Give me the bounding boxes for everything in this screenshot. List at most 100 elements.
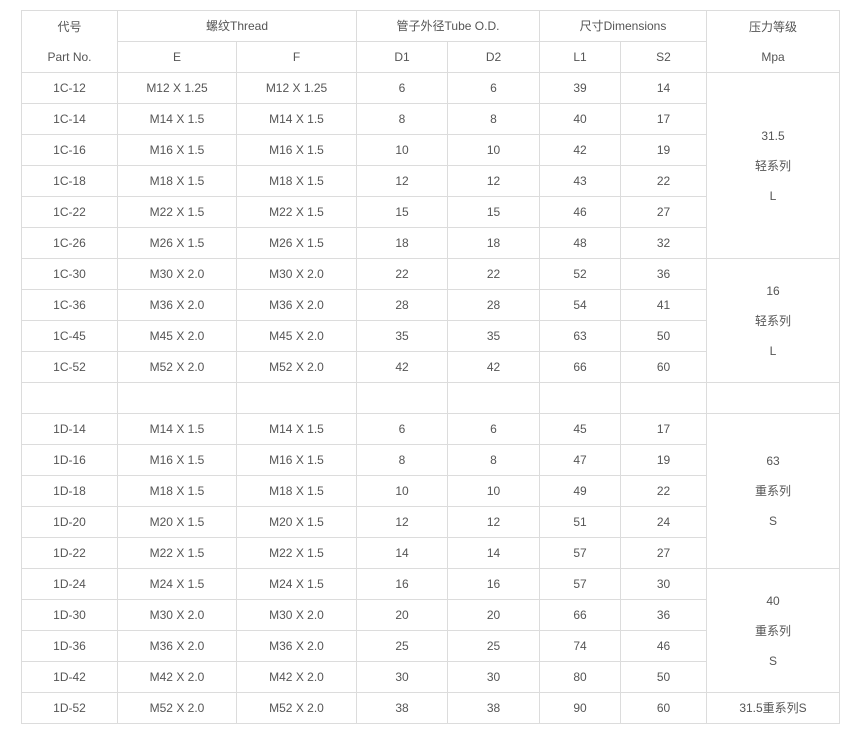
table-cell: 30 bbox=[620, 568, 707, 600]
table-cell: 18 bbox=[356, 227, 448, 259]
table-cell: 90 bbox=[539, 692, 621, 724]
table-cell: 28 bbox=[447, 289, 540, 321]
pressure-line: 重系列 bbox=[754, 484, 791, 498]
pressure-cell: 63 重系列 S bbox=[706, 413, 840, 569]
table-cell: 27 bbox=[620, 196, 707, 228]
table-cell: M22 X 1.5 bbox=[117, 537, 237, 569]
table-row: 1D-20 M20 X 1.5 M20 X 1.5 12 12 51 24 bbox=[21, 506, 840, 538]
table-row bbox=[21, 382, 840, 414]
table-cell: M18 X 1.5 bbox=[236, 165, 357, 197]
col-e: E bbox=[117, 41, 237, 73]
table-cell: 17 bbox=[620, 103, 707, 135]
table-cell: M52 X 2.0 bbox=[236, 351, 357, 383]
table-cell: M26 X 1.5 bbox=[117, 227, 237, 259]
table-row: 1D-14 M14 X 1.5 M14 X 1.5 6 6 45 17 63 重系列 S bbox=[21, 413, 840, 569]
table-row: 1C-12 M12 X 1.25 M12 X 1.25 6 6 39 14 31.5 轻系列 L bbox=[21, 72, 840, 259]
pressure-header-cn: 压力等级 bbox=[748, 19, 797, 34]
dimensions-header: 尺寸Dimensions bbox=[539, 10, 707, 42]
table-cell: M18 X 1.5 bbox=[236, 475, 357, 507]
table-row: 1C-14 M14 X 1.5 M14 X 1.5 8 8 40 17 bbox=[21, 103, 840, 135]
table-row: 1D-16 M16 X 1.5 M16 X 1.5 8 8 47 19 bbox=[21, 444, 840, 476]
header-row-2: E F D1 D2 L1 S2 bbox=[22, 41, 840, 73]
table-cell: 16 bbox=[447, 568, 540, 600]
col-f: F bbox=[236, 41, 357, 73]
table-cell: 10 bbox=[356, 475, 448, 507]
table-cell: 66 bbox=[539, 351, 621, 383]
table-cell: M22 X 1.5 bbox=[236, 537, 357, 569]
table-cell: 19 bbox=[620, 134, 707, 166]
table-cell: 10 bbox=[356, 134, 448, 166]
pressure-line: 40 bbox=[766, 593, 780, 608]
table-cell: 14 bbox=[447, 537, 540, 569]
table-cell: 1C-26 bbox=[21, 227, 118, 259]
table-cell: 1C-36 bbox=[21, 289, 118, 321]
part-no-header: 代号 Part No. bbox=[21, 10, 118, 73]
table-cell: 1D-14 bbox=[21, 413, 118, 445]
table-cell: M45 X 2.0 bbox=[117, 320, 237, 352]
table-cell: 32 bbox=[620, 227, 707, 259]
table-cell: 20 bbox=[447, 599, 540, 631]
col-s2: S2 bbox=[620, 41, 707, 73]
pressure-line: S bbox=[768, 514, 777, 528]
table-cell: M26 X 1.5 bbox=[236, 227, 357, 259]
col-d1: D1 bbox=[356, 41, 448, 73]
thread-header: 螺纹Thread bbox=[117, 10, 357, 42]
table-cell: 47 bbox=[539, 444, 621, 476]
table-cell: 52 bbox=[539, 258, 621, 290]
table-cell: 6 bbox=[447, 413, 540, 445]
table-cell: 42 bbox=[539, 134, 621, 166]
table-row: 1C-16 M16 X 1.5 M16 X 1.5 10 10 42 19 bbox=[21, 134, 840, 166]
table-cell: M16 X 1.5 bbox=[117, 444, 237, 476]
pressure-cell: 31.5重系列S bbox=[706, 692, 840, 724]
table-cell: 22 bbox=[447, 258, 540, 290]
pressure-line: 重系列 bbox=[754, 623, 791, 638]
tube-header: 管子外径Tube O.D. bbox=[356, 10, 540, 42]
table-cell: M16 X 1.5 bbox=[117, 134, 237, 166]
table-row: 1C-26 M26 X 1.5 M26 X 1.5 18 18 48 32 bbox=[21, 227, 840, 259]
header-row-1: 代号 Part No. 螺纹Thread 管子外径Tube O.D. 尺寸Dime… bbox=[21, 10, 840, 73]
part-header-en: Part No. bbox=[47, 49, 92, 64]
table-cell: 1C-14 bbox=[21, 103, 118, 135]
pressure-line: 63 bbox=[766, 454, 780, 468]
table-cell: 12 bbox=[447, 165, 540, 197]
table-cell: 24 bbox=[620, 506, 707, 538]
table-cell: M36 X 2.0 bbox=[117, 289, 237, 321]
col-d2: D2 bbox=[447, 41, 540, 73]
table-cell: 38 bbox=[447, 692, 540, 724]
table-cell bbox=[117, 382, 237, 414]
table-cell bbox=[21, 382, 118, 414]
table-cell: 45 bbox=[539, 413, 621, 445]
table-cell: 63 bbox=[539, 320, 621, 352]
part-header-cn: 代号 bbox=[57, 19, 82, 34]
table-cell: 18 bbox=[447, 227, 540, 259]
table-cell: 1D-24 bbox=[21, 568, 118, 600]
table-cell: M45 X 2.0 bbox=[236, 320, 357, 352]
table-cell: M14 X 1.5 bbox=[236, 413, 357, 445]
table-cell: 14 bbox=[620, 72, 707, 104]
table-row: 1D-36 M36 X 2.0 M36 X 2.0 25 25 74 46 bbox=[21, 630, 840, 662]
table-cell: M52 X 2.0 bbox=[117, 692, 237, 724]
table-cell: 8 bbox=[447, 103, 540, 135]
table-cell: M20 X 1.5 bbox=[117, 506, 237, 538]
table-cell: M42 X 2.0 bbox=[117, 661, 237, 693]
table-cell: M18 X 1.5 bbox=[117, 475, 237, 507]
table-cell: 30 bbox=[447, 661, 540, 693]
table-cell: M12 X 1.25 bbox=[236, 72, 357, 104]
table-cell: 50 bbox=[620, 661, 707, 693]
table-cell: 46 bbox=[620, 630, 707, 662]
table-cell: 51 bbox=[539, 506, 621, 538]
table-row: 1C-30 M30 X 2.0 M30 X 2.0 22 22 52 36 16 轻系列 L bbox=[21, 258, 840, 383]
table-cell: M30 X 2.0 bbox=[117, 599, 237, 631]
table-cell: 27 bbox=[620, 537, 707, 569]
table-cell: 22 bbox=[620, 165, 707, 197]
table-cell: 1C-45 bbox=[21, 320, 118, 352]
table-cell: 1D-52 bbox=[21, 692, 118, 724]
col-l1: L1 bbox=[539, 41, 621, 73]
table-row: 1C-22 M22 X 1.5 M22 X 1.5 15 15 46 27 bbox=[21, 196, 840, 228]
pressure-line: 轻系列 bbox=[754, 313, 791, 328]
table-row: 1D-30 M30 X 2.0 M30 X 2.0 20 20 66 36 bbox=[21, 599, 840, 631]
table-cell: 12 bbox=[447, 506, 540, 538]
pressure-cell bbox=[706, 382, 840, 414]
table-cell: M24 X 1.5 bbox=[117, 568, 237, 600]
table-cell: 1D-16 bbox=[21, 444, 118, 476]
